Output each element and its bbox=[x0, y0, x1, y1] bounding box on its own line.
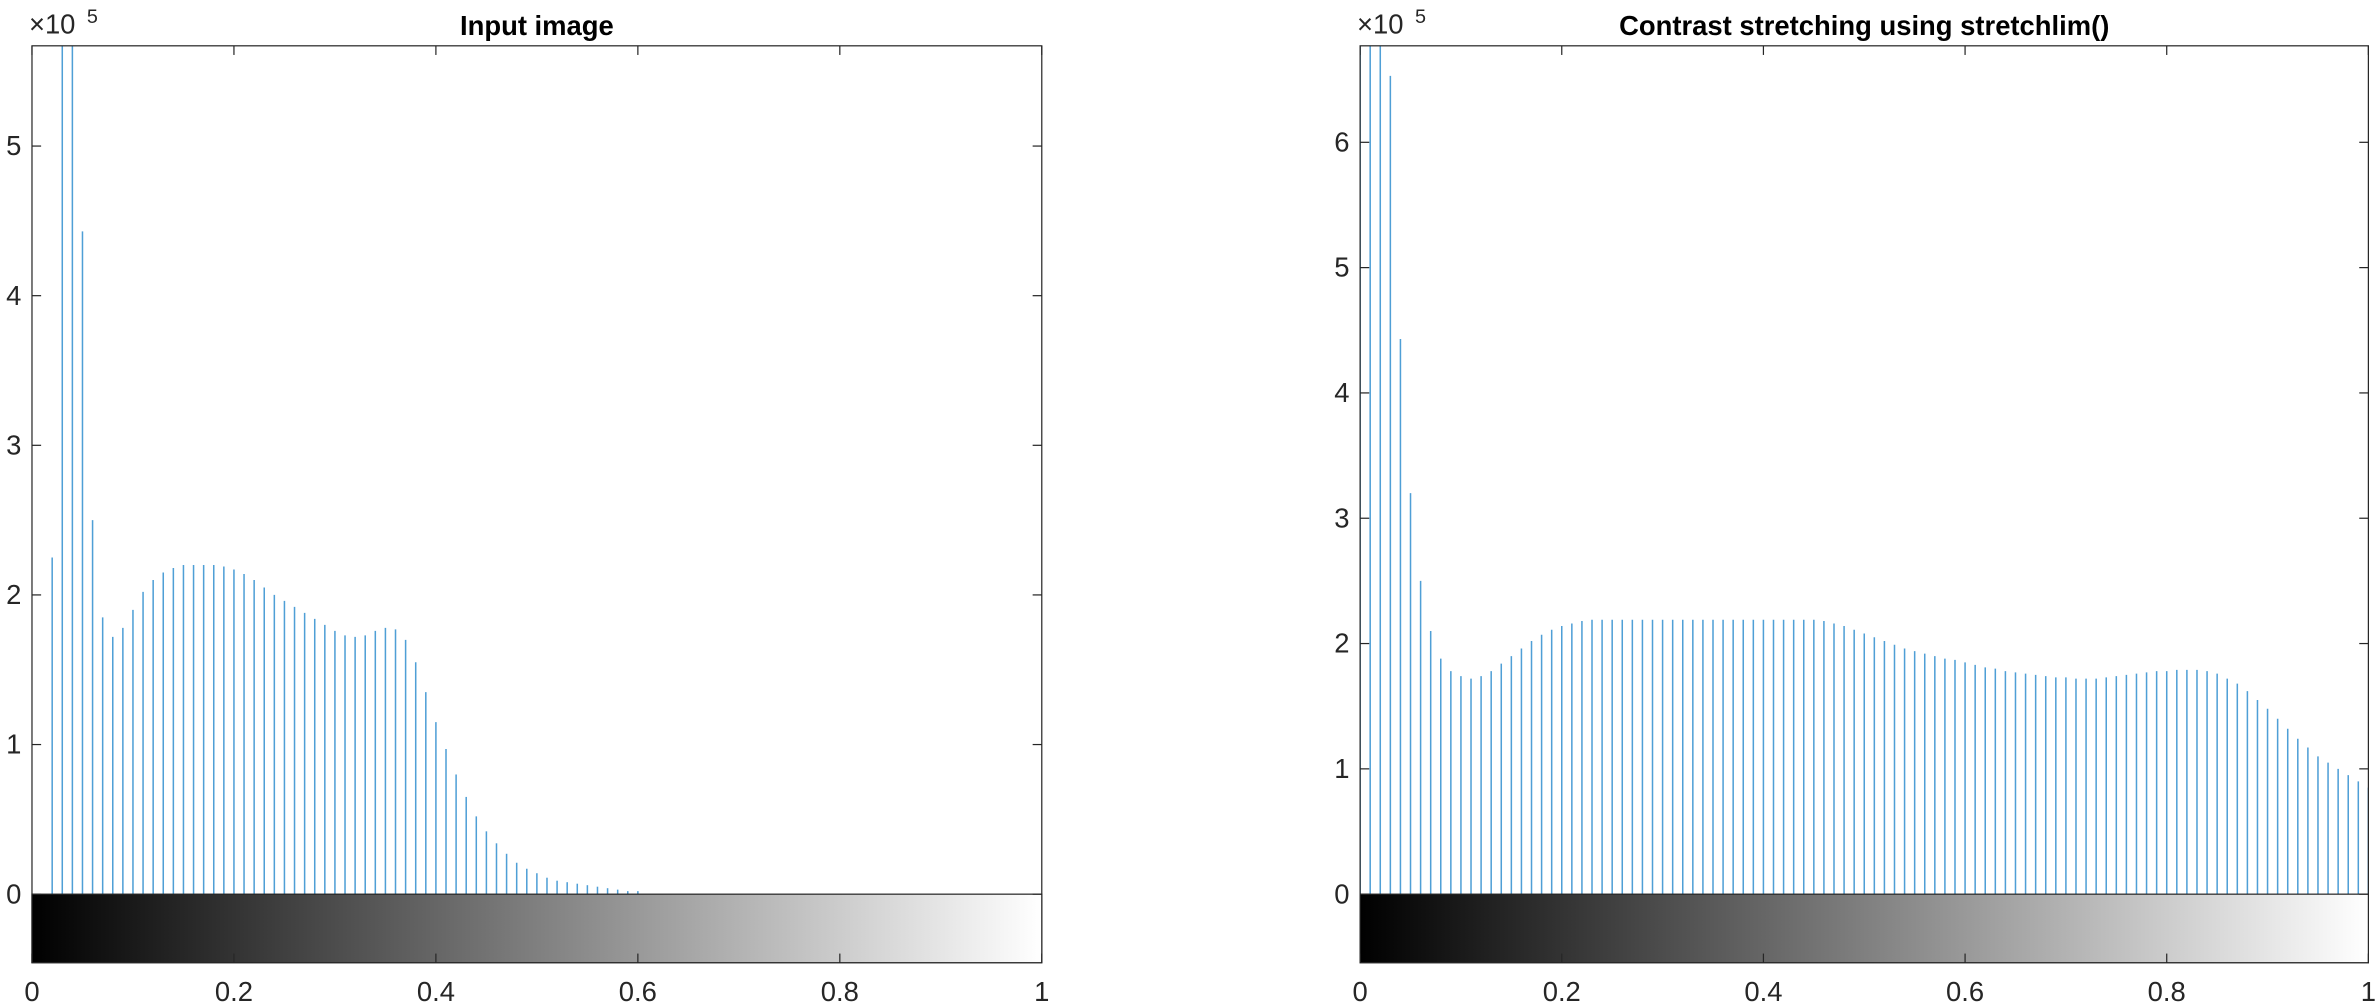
y-tick-label: 5 bbox=[1334, 252, 1349, 283]
chart: Contrast stretching using stretchlim() ×1… bbox=[1334, 6, 2376, 1007]
x-tick-label: 0.8 bbox=[2148, 976, 2186, 1007]
y-multiplier: ×10 bbox=[1357, 9, 1404, 40]
x-tick-label: 0 bbox=[1352, 976, 1367, 1007]
chart: Input image ×10 5 0 1 2 3 4 5 0 0.2 0.4 0.6 0.8 1 bbox=[6, 6, 1049, 1007]
y-tick-label: 3 bbox=[6, 429, 21, 460]
x-tick-label: 0.8 bbox=[821, 976, 859, 1007]
y-tick-label: 2 bbox=[1334, 628, 1349, 659]
y-tick-label: 4 bbox=[1334, 377, 1349, 408]
stems bbox=[1360, 45, 2369, 895]
y-tick-label: 4 bbox=[6, 280, 21, 311]
y-tick-label: 0 bbox=[6, 878, 21, 909]
y-multiplier: ×10 bbox=[29, 9, 76, 40]
x-tick-label: 1 bbox=[2361, 976, 2376, 1007]
x-tick-label: 0.2 bbox=[215, 976, 253, 1007]
chart-title: Input image bbox=[460, 10, 614, 41]
y-tick-label: 6 bbox=[1334, 126, 1349, 157]
x-tick-label: 0 bbox=[24, 976, 39, 1007]
stems bbox=[51, 45, 639, 895]
colorbar bbox=[1359, 893, 2369, 964]
x-tick-label: 0.4 bbox=[417, 976, 455, 1007]
y-exponent: 5 bbox=[1415, 6, 1426, 28]
x-tick-label: 1 bbox=[1034, 976, 1049, 1007]
x-tick-label: 0.6 bbox=[619, 976, 657, 1007]
y-tick-label: 0 bbox=[1334, 878, 1349, 909]
y-tick-label: 3 bbox=[1334, 502, 1349, 533]
y-tick-label: 1 bbox=[6, 729, 21, 760]
colorbar bbox=[31, 893, 1043, 964]
chart-title: Contrast stretching using stretchlim() bbox=[1619, 10, 2109, 41]
x-tick-label: 0.4 bbox=[1744, 976, 1782, 1007]
y-exponent: 5 bbox=[87, 6, 98, 28]
y-tick-label: 5 bbox=[6, 130, 21, 161]
y-tick-label: 2 bbox=[6, 579, 21, 610]
x-tick-label: 0.6 bbox=[1946, 976, 1984, 1007]
y-tick-label: 1 bbox=[1334, 753, 1349, 784]
x-tick-label: 0.2 bbox=[1543, 976, 1581, 1007]
